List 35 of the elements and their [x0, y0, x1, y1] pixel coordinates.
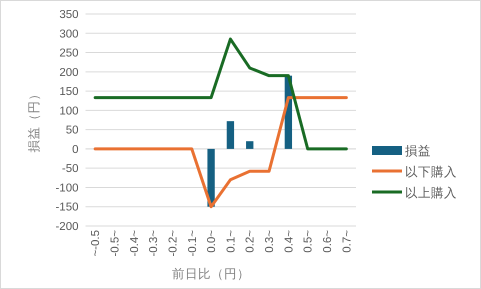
x-tick-label: 0.5~ — [302, 230, 315, 253]
x-tick-label: 0.7~ — [341, 230, 354, 253]
y-tick-label: 250 — [59, 48, 78, 60]
y-tick-label: -50 — [62, 163, 78, 176]
y-tick-label: 100 — [59, 105, 78, 118]
legend-label: 以上購入 — [405, 186, 457, 200]
bar — [226, 121, 234, 149]
y-tick-label: 300 — [59, 28, 78, 40]
x-tick-label: 0.3~ — [264, 230, 276, 253]
x-tick-label: -0.5~ — [109, 230, 122, 257]
y-tick-label: -150 — [55, 202, 78, 214]
x-tick-label: 0.0~ — [206, 230, 218, 253]
y-tick-label: 0 — [72, 144, 78, 156]
x-tick-label: 0.4~ — [283, 230, 296, 253]
y-tick-label: 150 — [59, 86, 78, 98]
x-tick-label: 0.6~ — [322, 230, 334, 253]
x-axis-title: 前日比（円） — [172, 267, 250, 281]
y-tick-label: 50 — [66, 124, 78, 137]
y-tick-label: 350 — [59, 9, 78, 21]
legend-label: 損益 — [405, 144, 431, 158]
x-tick-label: -0.3~ — [148, 230, 160, 257]
line-series — [94, 96, 348, 208]
y-axis-title: 損益（円） — [27, 88, 41, 152]
line-series — [94, 38, 348, 150]
x-tick-label: ~-0.5 — [90, 230, 102, 257]
x-tick-label: -0.1~ — [186, 230, 199, 257]
bar — [246, 141, 254, 149]
legend-label: 以下購入 — [405, 165, 457, 179]
y-tick-label: 200 — [59, 66, 78, 79]
x-tick-label: -0.2~ — [167, 230, 180, 257]
x-tick-label: 0.1~ — [225, 230, 238, 253]
y-tick-label: -100 — [55, 182, 78, 194]
x-tick-label: 0.2~ — [244, 230, 257, 253]
y-tick-label: -200 — [55, 221, 78, 233]
x-tick-label: -0.4~ — [128, 230, 141, 257]
